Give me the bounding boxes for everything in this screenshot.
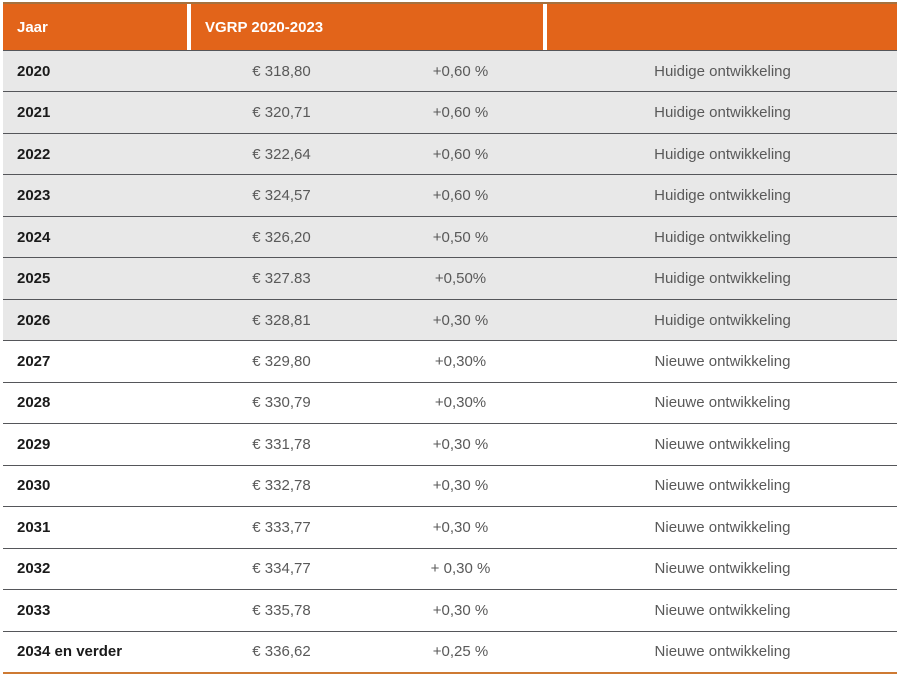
amount-cell: € 335,78 [252,601,311,619]
status-cell: Huidige ontwikkeling [654,104,791,122]
amount-cell: € 322,64 [252,145,311,163]
table-row: 2026 € 328,81 +0,30 % Huidige ontwikkeli… [3,298,897,341]
year-cell: 2025 [17,270,51,288]
amount-cell: € 326,20 [252,228,311,246]
change-cell: +0,30 % [432,518,489,536]
change-cell: +0,30% [434,353,487,371]
header-cell-vgrp: VGRP 2020-2023 [191,4,543,50]
status-cell: Nieuwe ontwikkeling [654,518,791,536]
status-cell: Huidige ontwikkeling [654,62,791,80]
amount-cell: € 336,62 [252,643,311,661]
vgrp-price-table: Jaar VGRP 2020-2023 2020 € 318,80 +0,60 … [3,2,897,674]
amount-cell: € 328,81 [252,311,311,329]
table-body: 2020 € 318,80 +0,60 % Huidige ontwikkeli… [3,50,897,673]
change-cell: +0,60 % [432,104,489,122]
amount-cell: € 320,71 [252,104,311,122]
status-cell: Huidige ontwikkeling [654,270,791,288]
change-cell: +0,60 % [432,145,489,163]
status-cell: Nieuwe ontwikkeling [654,601,791,619]
table-row: 2025 € 327.83 +0,50% Huidige ontwikkelin… [3,257,897,299]
year-cell: 2034 en verder [17,643,123,661]
status-cell: Huidige ontwikkeling [654,311,791,329]
bottom-accent-line [3,672,897,674]
change-cell: +0,30 % [432,311,489,329]
year-cell: 2031 [17,518,51,536]
year-cell: 2033 [17,601,51,619]
year-cell: 2027 [17,353,51,371]
table-row: 2028 € 330,79 +0,30% Nieuwe ontwikkeling [3,381,897,424]
table-row: 2022 € 322,64 +0,60 % Huidige ontwikkeli… [3,132,897,175]
year-cell: 2028 [17,394,51,412]
table-row: 2032 € 334,77 + 0,30 % Nieuwe ontwikkeli… [3,547,897,590]
change-cell: +0,30 % [432,477,489,495]
year-cell: 2026 [17,311,51,329]
amount-cell: € 324,57 [252,187,311,205]
table-row: 2020 € 318,80 +0,60 % Huidige ontwikkeli… [3,50,897,92]
header-cell-jaar: Jaar [3,4,187,50]
change-cell: +0,25 % [432,643,489,661]
change-cell: +0,60 % [432,187,489,205]
amount-cell: € 331,78 [252,435,311,453]
year-cell: 2022 [17,145,51,163]
status-cell: Nieuwe ontwikkeling [654,394,791,412]
amount-cell: € 333,77 [252,518,311,536]
table-row: 2030 € 332,78 +0,30 % Nieuwe ontwikkelin… [3,464,897,507]
header-cell-empty [547,4,897,50]
year-cell: 2029 [17,435,51,453]
table-row: 2034 en verder € 336,62 +0,25 % Nieuwe o… [3,630,897,673]
table-row: 2033 € 335,78 +0,30 % Nieuwe ontwikkelin… [3,589,897,631]
change-cell: +0,30 % [432,601,489,619]
table-row: 2024 € 326,20 +0,50 % Huidige ontwikkeli… [3,215,897,258]
change-cell: + 0,30 % [430,560,491,578]
status-cell: Nieuwe ontwikkeling [654,435,791,453]
table-row: 2021 € 320,71 +0,60 % Huidige ontwikkeli… [3,91,897,133]
change-cell: +0,30 % [432,435,489,453]
table-row: 2029 € 331,78 +0,30 % Nieuwe ontwikkelin… [3,423,897,465]
table-row: 2027 € 329,80 +0,30% Nieuwe ontwikkeling [3,340,897,382]
status-cell: Huidige ontwikkeling [654,187,791,205]
amount-cell: € 318,80 [252,62,311,80]
status-cell: Nieuwe ontwikkeling [654,353,791,371]
change-cell: +0,50 % [432,228,489,246]
year-cell: 2021 [17,104,51,122]
year-cell: 2023 [17,187,51,205]
year-cell: 2024 [17,228,51,246]
year-cell: 2032 [17,560,51,578]
table-row: 2023 € 324,57 +0,60 % Huidige ontwikkeli… [3,174,897,216]
status-cell: Nieuwe ontwikkeling [654,643,791,661]
table-header-row: Jaar VGRP 2020-2023 [3,2,897,50]
year-cell: 2020 [17,62,51,80]
change-cell: +0,30% [434,394,487,412]
amount-cell: € 330,79 [252,394,311,412]
status-cell: Huidige ontwikkeling [654,145,791,163]
table-row: 2031 € 333,77 +0,30 % Nieuwe ontwikkelin… [3,506,897,548]
amount-cell: € 327.83 [252,270,311,288]
status-cell: Nieuwe ontwikkeling [654,560,791,578]
status-cell: Nieuwe ontwikkeling [654,477,791,495]
change-cell: +0,50% [434,270,487,288]
amount-cell: € 332,78 [252,477,311,495]
status-cell: Huidige ontwikkeling [654,228,791,246]
change-cell: +0,60 % [432,62,489,80]
amount-cell: € 329,80 [252,353,311,371]
amount-cell: € 334,77 [252,560,311,578]
year-cell: 2030 [17,477,51,495]
